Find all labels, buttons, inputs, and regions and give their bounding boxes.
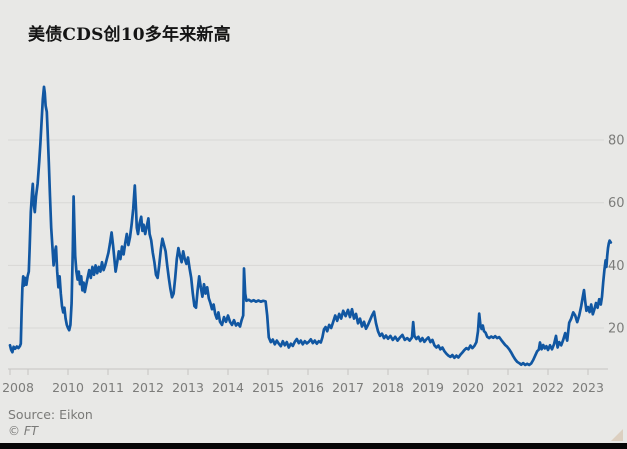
x-tick-label-2018: 2018: [372, 380, 404, 395]
x-tick-label-2023: 2023: [572, 380, 604, 395]
y-tick-label-20: 20: [608, 322, 625, 337]
cds-line-series: [8, 85, 613, 367]
bottom-bar: [0, 443, 627, 449]
y-tick-label-60: 60: [608, 196, 625, 211]
series-line: [8, 85, 613, 367]
x-tick-label-2015: 2015: [252, 380, 284, 395]
source-text: Source: Eikon: [8, 407, 93, 422]
x-tick-label-2011: 2011: [92, 380, 124, 395]
x-axis: [8, 368, 608, 375]
axis-tick-labels: 20 40 60 80 2008 2010 2011 2012 2013 2014 2015 2016…: [2, 134, 624, 395]
x-tick-label-2019: 2019: [412, 380, 444, 395]
chart-title: 美债CDS创10多年来新高: [28, 25, 231, 45]
x-tick-label-2022: 2022: [532, 380, 564, 395]
x-tick-label-2014: 2014: [212, 380, 244, 395]
x-tick-label-2021: 2021: [492, 380, 524, 395]
corner-fold-icon: [611, 429, 623, 441]
ft-credit: © FT: [8, 424, 39, 438]
x-tick-label-2013: 2013: [172, 380, 204, 395]
x-tick-label-2008: 2008: [2, 380, 34, 395]
x-tick-label-2010: 2010: [52, 380, 84, 395]
y-tick-label-40: 40: [608, 259, 625, 274]
x-tick-label-2012: 2012: [132, 380, 164, 395]
y-tick-label-80: 80: [608, 134, 625, 149]
gridlines: [8, 139, 604, 329]
x-tick-label-2017: 2017: [332, 380, 364, 395]
x-tick-label-2016: 2016: [292, 380, 324, 395]
x-tick-label-2020: 2020: [452, 380, 484, 395]
